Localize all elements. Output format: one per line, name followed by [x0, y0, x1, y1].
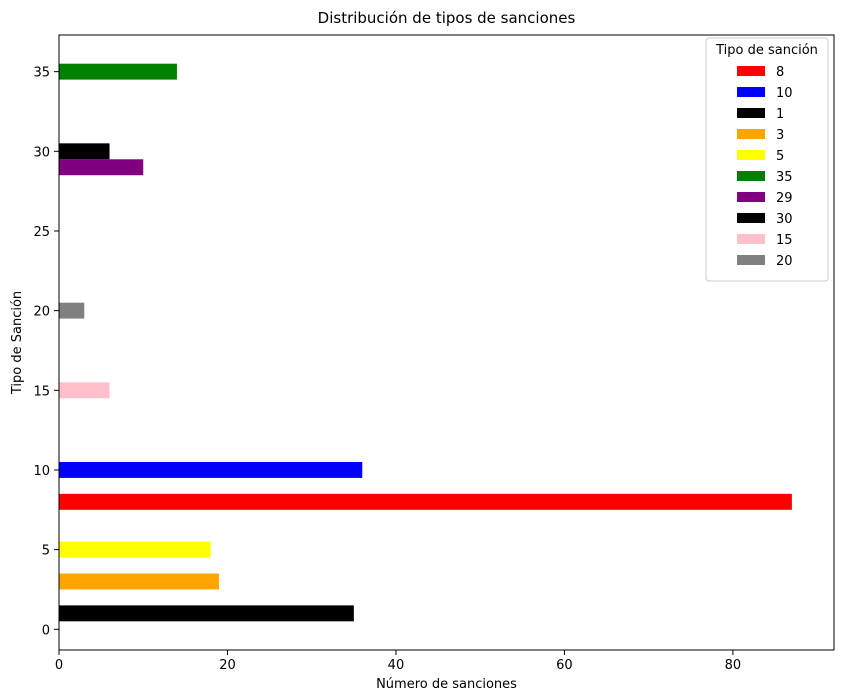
bar-29 — [59, 159, 144, 176]
y-tick-label: 30 — [33, 145, 50, 160]
legend-swatch-5 — [737, 150, 765, 160]
bars-group — [59, 63, 792, 622]
bar-1 — [59, 605, 354, 622]
chart-title: Distribución de tipos de sanciones — [318, 9, 576, 27]
x-axis-ticks: 0 20 40 60 80 — [55, 650, 741, 673]
legend-swatch-15 — [737, 234, 765, 244]
x-tick-label: 60 — [556, 658, 573, 673]
legend-swatch-29 — [737, 192, 765, 202]
y-tick-label: 35 — [33, 66, 50, 81]
y-axis-ticks: 0 5 10 15 20 25 30 35 — [33, 66, 59, 638]
legend-label-5: 5 — [776, 149, 784, 164]
x-tick-label: 40 — [388, 658, 405, 673]
y-axis-label: Tipo de Sanción — [10, 291, 25, 395]
y-tick-label: 25 — [33, 225, 50, 240]
legend-swatch-1 — [737, 108, 765, 118]
bar-30 — [59, 143, 110, 160]
legend-swatch-8 — [737, 66, 765, 76]
legend-label-29: 29 — [776, 191, 793, 206]
legend-swatch-3 — [737, 129, 765, 139]
bar-10 — [59, 461, 363, 478]
legend-label-15: 15 — [776, 233, 793, 248]
legend-label-3: 3 — [776, 128, 784, 143]
legend-label-8: 8 — [776, 65, 784, 80]
y-tick-label: 20 — [33, 305, 50, 320]
bar-5 — [59, 541, 211, 558]
legend-swatch-20 — [737, 255, 765, 265]
x-tick-label: 80 — [725, 658, 742, 673]
legend-swatch-30 — [737, 213, 765, 223]
legend-label-35: 35 — [776, 170, 793, 185]
y-tick-label: 15 — [33, 384, 50, 399]
x-tick-label: 20 — [219, 658, 236, 673]
y-tick-label: 0 — [42, 623, 50, 638]
bar-8 — [59, 493, 792, 510]
x-tick-label: 0 — [55, 658, 63, 673]
x-axis-label: Número de sanciones — [376, 677, 517, 692]
legend-label-20: 20 — [776, 254, 793, 269]
plot-frame — [58, 34, 835, 651]
y-tick-label: 10 — [33, 464, 50, 479]
legend-label-1: 1 — [776, 107, 784, 122]
legend-swatch-10 — [737, 87, 765, 97]
bar-20 — [59, 302, 85, 319]
legend-box — [705, 37, 829, 282]
bar-3 — [59, 573, 220, 590]
bar-15 — [59, 382, 110, 399]
legend-label-30: 30 — [776, 212, 793, 227]
y-tick-label: 5 — [42, 544, 50, 559]
legend-swatch-35 — [737, 171, 765, 181]
legend-title: Tipo de sanción — [715, 43, 818, 58]
legend-label-10: 10 — [776, 86, 793, 101]
bar-35 — [59, 63, 177, 80]
